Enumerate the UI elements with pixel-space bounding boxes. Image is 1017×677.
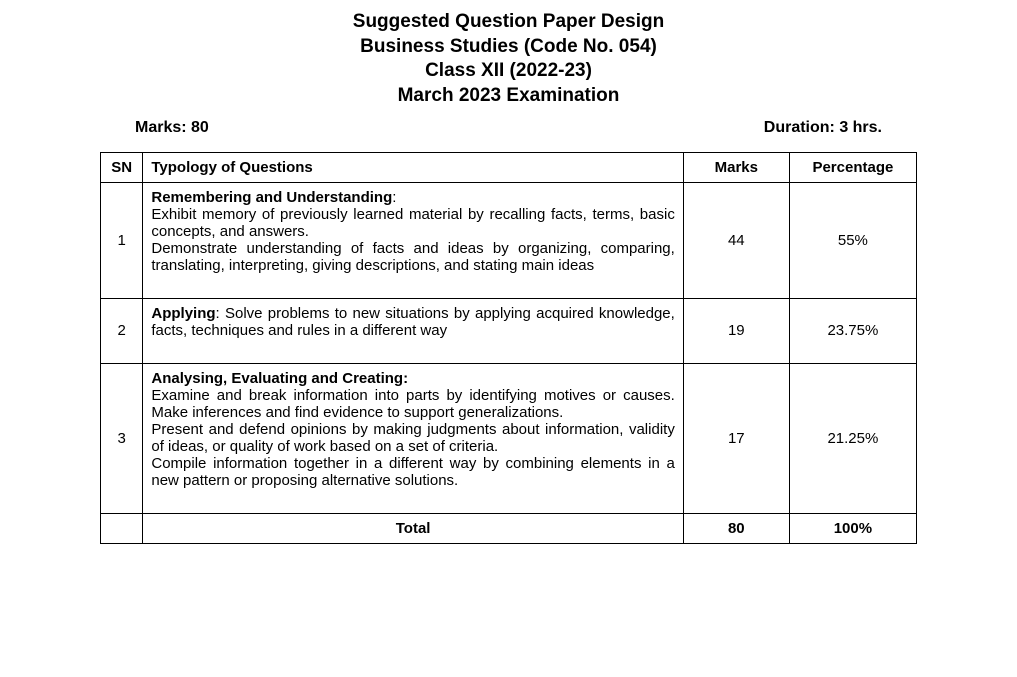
table-row: 3 Analysing, Evaluating and Creating:Exa… bbox=[101, 363, 917, 513]
document-header: Suggested Question Paper Design Business… bbox=[100, 10, 917, 109]
table-total-row: Total 80 100% bbox=[101, 513, 917, 543]
total-marks: 80 bbox=[683, 513, 789, 543]
typology-bold: Applying bbox=[151, 305, 215, 322]
header-sn: SN bbox=[101, 152, 143, 182]
cell-percentage: 55% bbox=[789, 182, 916, 298]
cell-marks: 19 bbox=[683, 298, 789, 363]
total-label: Total bbox=[143, 513, 683, 543]
duration-label: Duration: 3 hrs. bbox=[764, 119, 882, 137]
cell-typology: Analysing, Evaluating and Creating:Exami… bbox=[143, 363, 683, 513]
total-percentage: 100% bbox=[789, 513, 916, 543]
header-percentage: Percentage bbox=[789, 152, 916, 182]
cell-marks: 17 bbox=[683, 363, 789, 513]
header-line-4: March 2023 Examination bbox=[100, 84, 917, 109]
header-marks: Marks bbox=[683, 152, 789, 182]
cell-sn: 2 bbox=[101, 298, 143, 363]
typology-text: : Solve problems to new situations by ap… bbox=[151, 305, 674, 339]
cell-percentage: 23.75% bbox=[789, 298, 916, 363]
typology-text: Examine and break information into parts… bbox=[151, 387, 674, 489]
header-line-2: Business Studies (Code No. 054) bbox=[100, 35, 917, 60]
cell-sn: 3 bbox=[101, 363, 143, 513]
total-sn-empty bbox=[101, 513, 143, 543]
cell-percentage: 21.25% bbox=[789, 363, 916, 513]
cell-typology: Applying: Solve problems to new situatio… bbox=[143, 298, 683, 363]
marks-label: Marks: 80 bbox=[135, 119, 209, 137]
typology-bold: Remembering and Understanding bbox=[151, 189, 392, 206]
header-line-1: Suggested Question Paper Design bbox=[100, 10, 917, 35]
question-design-table: SN Typology of Questions Marks Percentag… bbox=[100, 152, 917, 544]
typology-bold: Analysing, Evaluating and Creating: bbox=[151, 370, 408, 387]
meta-row: Marks: 80 Duration: 3 hrs. bbox=[135, 119, 882, 137]
cell-marks: 44 bbox=[683, 182, 789, 298]
table-row: 2 Applying: Solve problems to new situat… bbox=[101, 298, 917, 363]
table-row: 1 Remembering and Understanding:Exhibit … bbox=[101, 182, 917, 298]
cell-typology: Remembering and Understanding:Exhibit me… bbox=[143, 182, 683, 298]
header-line-3: Class XII (2022-23) bbox=[100, 59, 917, 84]
cell-sn: 1 bbox=[101, 182, 143, 298]
table-header-row: SN Typology of Questions Marks Percentag… bbox=[101, 152, 917, 182]
header-typology: Typology of Questions bbox=[143, 152, 683, 182]
